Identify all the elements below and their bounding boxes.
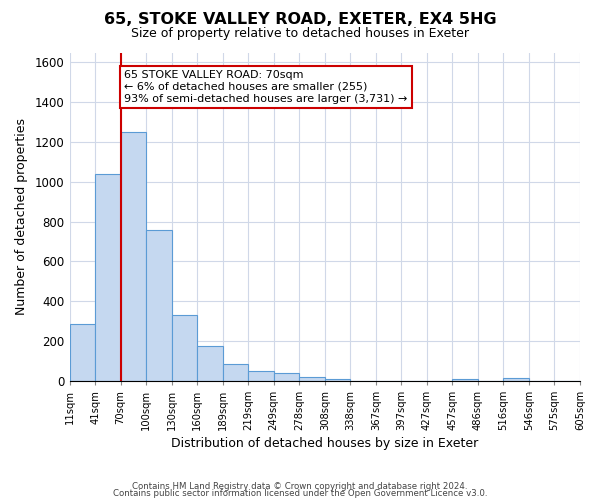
Bar — [70, 324, 95, 380]
Text: 65 STOKE VALLEY ROAD: 70sqm
← 6% of detached houses are smaller (255)
93% of sem: 65 STOKE VALLEY ROAD: 70sqm ← 6% of deta… — [124, 70, 408, 104]
Bar — [172, 315, 197, 380]
Bar — [503, 378, 529, 380]
Bar — [121, 132, 146, 380]
Bar — [299, 376, 325, 380]
Bar — [274, 373, 299, 380]
Bar — [95, 174, 121, 380]
Bar — [146, 230, 172, 380]
Text: Size of property relative to detached houses in Exeter: Size of property relative to detached ho… — [131, 28, 469, 40]
Bar — [248, 370, 274, 380]
Text: 65, STOKE VALLEY ROAD, EXETER, EX4 5HG: 65, STOKE VALLEY ROAD, EXETER, EX4 5HG — [104, 12, 496, 28]
Text: Contains HM Land Registry data © Crown copyright and database right 2024.: Contains HM Land Registry data © Crown c… — [132, 482, 468, 491]
Text: Contains public sector information licensed under the Open Government Licence v3: Contains public sector information licen… — [113, 490, 487, 498]
Bar — [197, 346, 223, 380]
Bar — [223, 364, 248, 380]
Y-axis label: Number of detached properties: Number of detached properties — [15, 118, 28, 315]
X-axis label: Distribution of detached houses by size in Exeter: Distribution of detached houses by size … — [171, 437, 478, 450]
Bar — [325, 378, 350, 380]
